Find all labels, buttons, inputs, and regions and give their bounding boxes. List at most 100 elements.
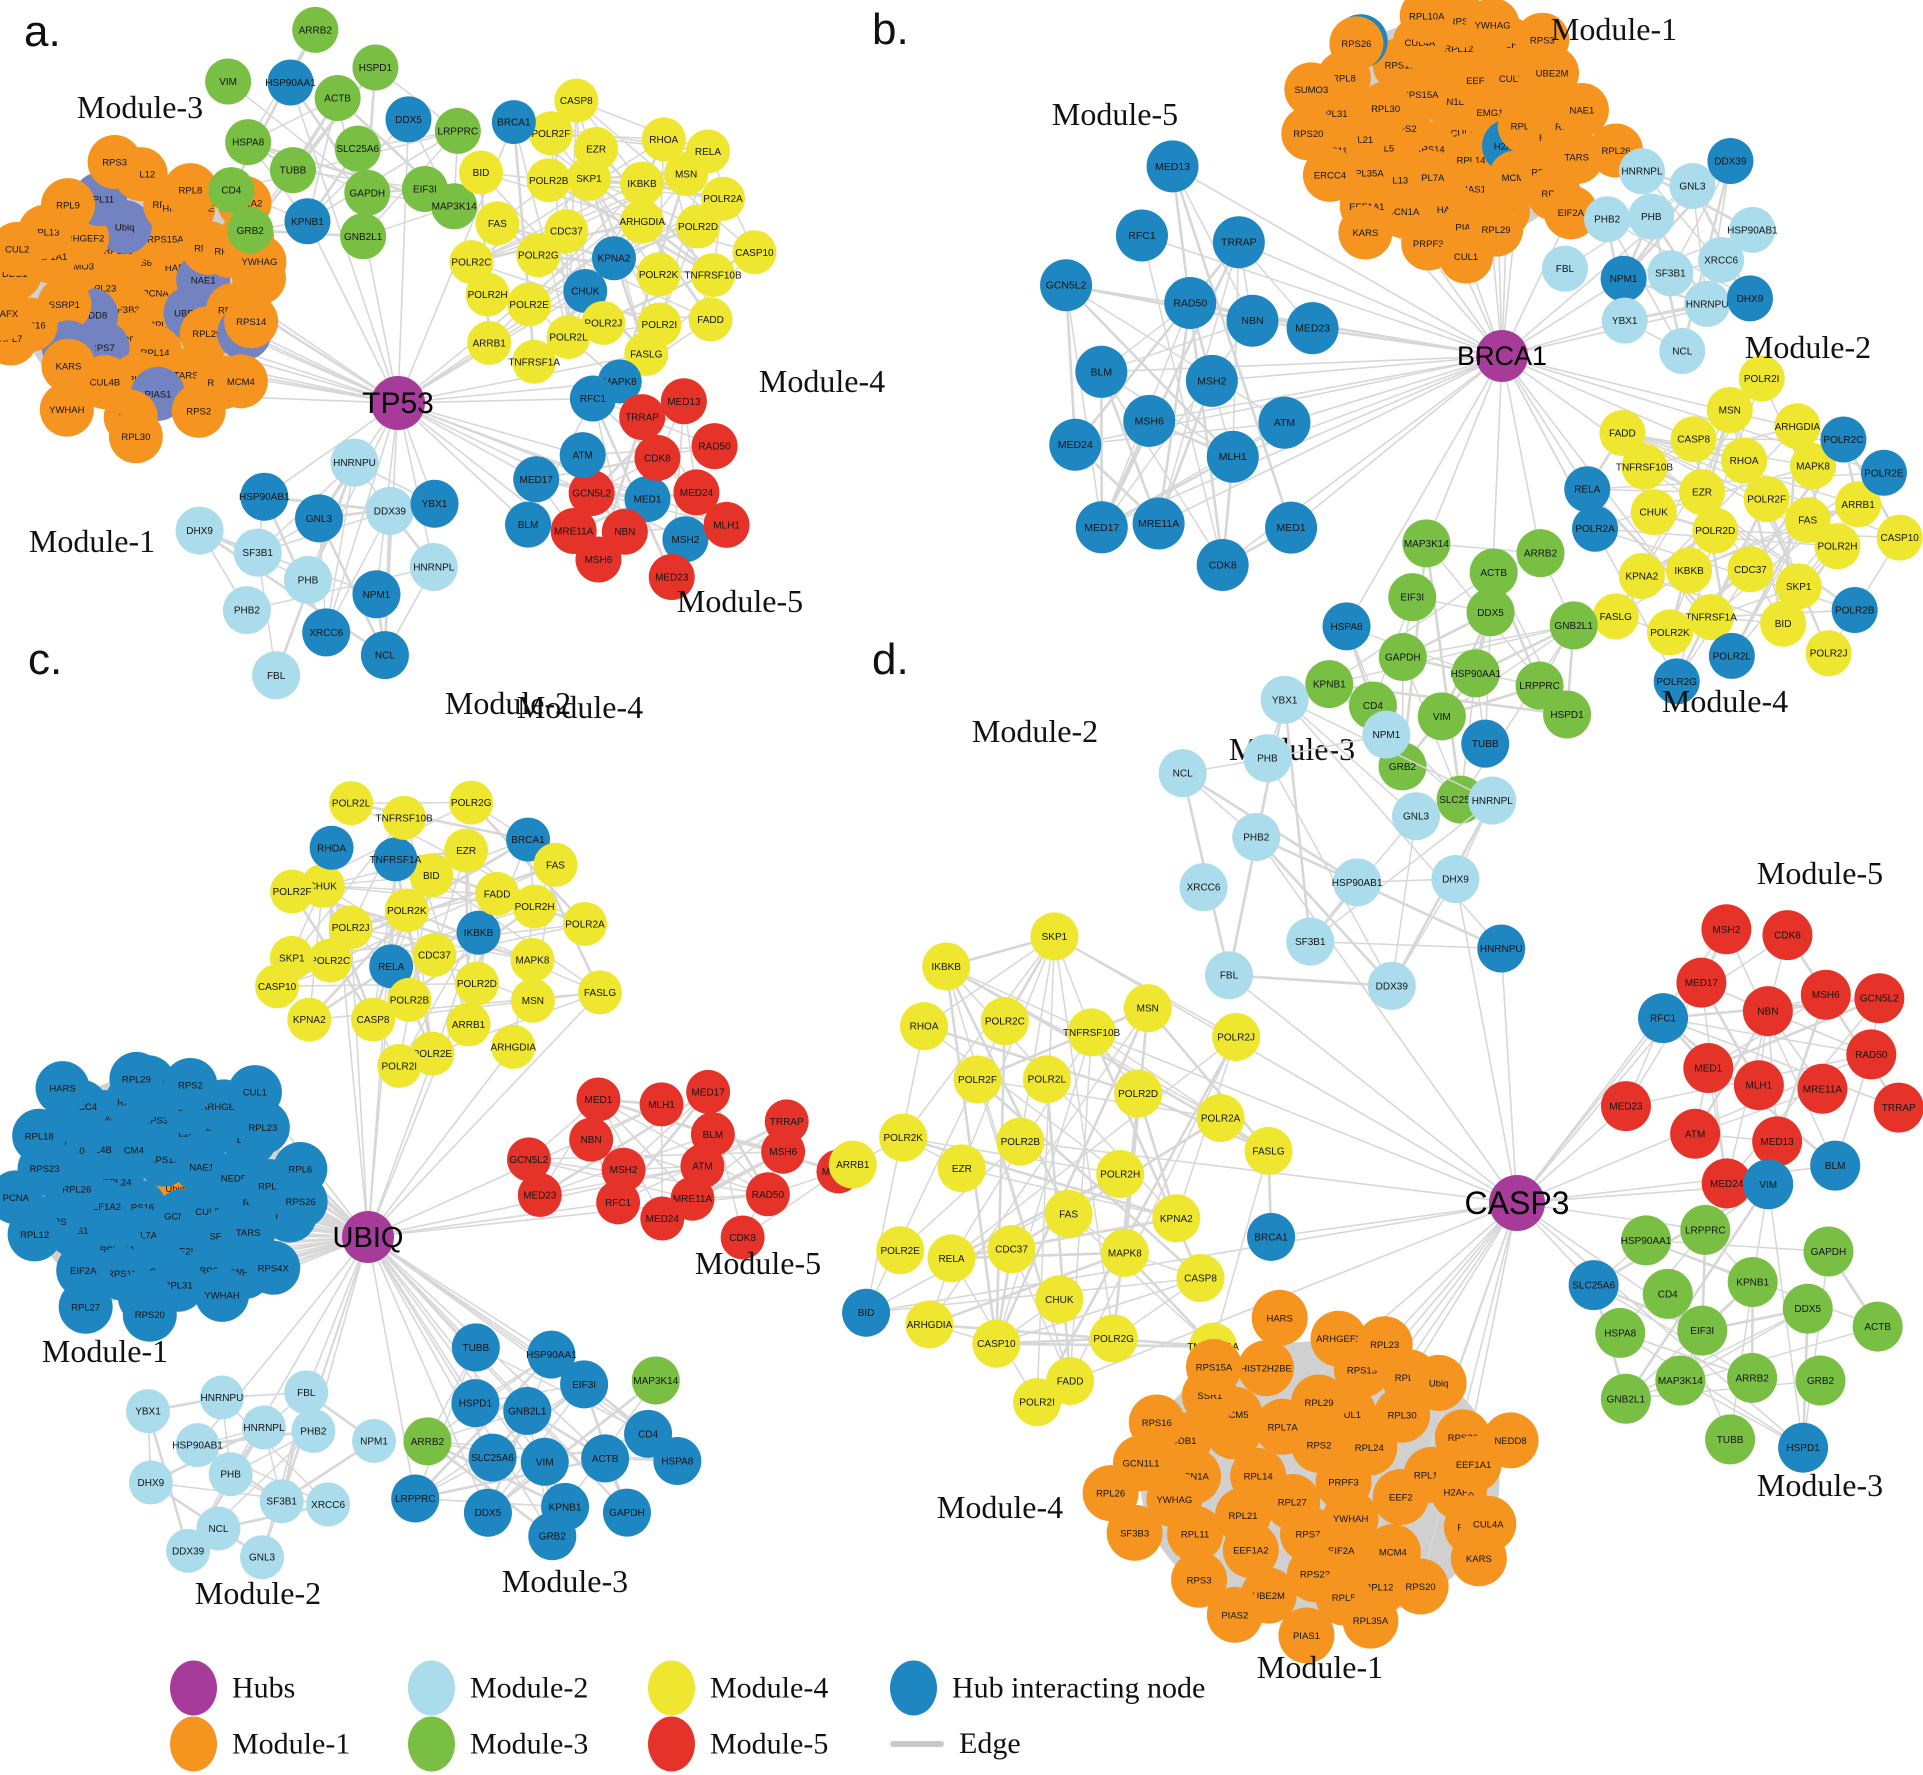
node-circle <box>1388 573 1437 622</box>
node-BLM: BLM <box>1075 345 1128 398</box>
node-HSPD1: HSPD1 <box>1543 690 1592 739</box>
d-module-4: FAS POLR2B POLR2H CDC37 POLR2L MAPK8 EZR POLR2D… <box>828 912 1296 1427</box>
node-circle <box>1281 106 1336 161</box>
hub-edge <box>1270 1202 1518 1238</box>
node-label: TNFRSF10B <box>684 271 742 282</box>
node-label: ARHGEF2 <box>1316 1334 1361 1345</box>
node-label: POLR2F <box>1747 495 1786 506</box>
node-label: MCM5 <box>1221 1410 1249 1421</box>
edge <box>1624 1183 1770 1400</box>
node-label: RPS8 <box>1449 16 1474 27</box>
node-label: RPL10A <box>1409 11 1445 22</box>
node-label: CUL5 <box>1499 74 1523 85</box>
node-circle <box>491 1024 536 1069</box>
node-circle <box>512 884 557 929</box>
node-CASP8: CASP8 <box>1176 1254 1225 1303</box>
node-label: HNRNPU <box>201 1393 244 1404</box>
node-YWHAG: YWHAG <box>1146 1471 1203 1528</box>
node-circle <box>491 100 536 145</box>
node-circle <box>1876 514 1923 561</box>
node-label: KPNA2 <box>1625 571 1658 582</box>
node-circle <box>1584 196 1631 243</box>
node-label: IKBKB <box>627 179 657 190</box>
node-YBX1: YBX1 <box>410 479 459 528</box>
node-label: MED13 <box>1760 1137 1794 1148</box>
node-KARS: KARS <box>41 338 96 393</box>
node-circle <box>634 434 681 481</box>
node-label: RPS2 <box>178 1080 203 1091</box>
node-circle <box>340 213 387 260</box>
node-FADD: FADD <box>1599 410 1646 457</box>
node-circle <box>391 1474 440 1523</box>
node-label: CD4 <box>1658 1289 1678 1300</box>
node-circle <box>0 286 30 341</box>
node-RPL8: RPL8 <box>163 163 218 218</box>
node-label: RFC1 <box>580 394 607 405</box>
node-circle <box>1451 649 1500 698</box>
node-circle <box>927 1234 976 1283</box>
node-HSPD1: HSPD1 <box>451 1379 500 1428</box>
node-KPNB1: KPNB1 <box>284 198 331 245</box>
node-circle <box>1752 1116 1803 1167</box>
node-circle <box>283 555 332 604</box>
node-label: FAS <box>546 860 565 871</box>
node-circle <box>560 1360 609 1409</box>
node-circle <box>1468 776 1517 825</box>
node-circle <box>246 1240 301 1295</box>
node-label: POLR2K <box>387 906 427 917</box>
b-module-2: SF3B1 PHB XRCC6 NPM1 GNL3 HNRNPU PHB2 HSP90AB1 Y… <box>1541 138 1778 374</box>
node-MSN: MSN <box>1123 984 1172 1033</box>
node-RPS3: RPS3 <box>87 134 142 189</box>
node-circle <box>128 1460 173 1505</box>
node-ARHGDIA: ARHGDIA <box>1774 403 1820 450</box>
node-circle <box>1729 206 1776 253</box>
node-circle <box>227 1065 282 1120</box>
node-label: SCN1A <box>1177 1472 1209 1483</box>
hub-edge <box>1345 355 1503 627</box>
panel-d: HSP90AB1 PHB2 GNL3 SF3B1 PHB DHX9 XRCC6 NPM1 DDX… <box>828 635 1923 1685</box>
node-label: YBX1 <box>422 499 448 510</box>
node-label: CHUK <box>1045 1295 1074 1306</box>
edge <box>1100 371 1160 524</box>
node-label: RHOA <box>1730 456 1759 467</box>
node-circle <box>475 871 520 916</box>
node-circle <box>691 253 736 298</box>
node-label: YWHAG <box>1475 20 1511 31</box>
node-NCL: NCL <box>1659 327 1706 374</box>
node-label: NCL <box>1672 346 1692 357</box>
node-label: LRPPRC <box>395 1494 436 1505</box>
node-label: GAPDH <box>1811 1247 1847 1258</box>
node-label: ACTB <box>1480 568 1507 579</box>
node-label: MED24 <box>646 1214 680 1225</box>
node-circle <box>465 272 510 317</box>
node-GNL3: GNL3 <box>1392 792 1441 841</box>
node-label: MED13 <box>1155 161 1190 173</box>
node-label: RPS26 <box>1448 1433 1478 1444</box>
node-label: TUBB <box>1717 1435 1744 1446</box>
edge <box>1646 1239 1829 1253</box>
node-label: POLR2F <box>531 129 570 140</box>
node-label: POLR2F <box>958 1075 997 1086</box>
node-MAPK8: MAPK8 <box>1100 1228 1149 1277</box>
edge <box>1035 1036 1238 1403</box>
node-circle <box>1132 497 1185 550</box>
edge <box>1329 624 1574 685</box>
node-circle <box>660 378 707 425</box>
edge <box>1171 165 1254 322</box>
hub-label: CASP3 <box>1465 1185 1570 1221</box>
node-DDX5: DDX5 <box>1466 588 1515 637</box>
node-FAS: FAS <box>1044 1189 1093 1238</box>
node-circle <box>1679 469 1726 516</box>
node-label: BRCA1 <box>497 118 531 129</box>
node-circle <box>1628 193 1675 240</box>
node-label: GRB2 <box>237 226 265 237</box>
node-label: POLR2D <box>678 222 718 233</box>
node-circle <box>662 516 709 563</box>
node-label: MSH6 <box>585 555 613 566</box>
module-label: Module-1 <box>1257 1649 1383 1685</box>
node-label: RPS15A <box>1196 1362 1233 1373</box>
node-RPL23: RPL23 <box>1356 1316 1413 1373</box>
node-label: PCNA <box>3 1193 30 1204</box>
node-label: RFC1 <box>605 1198 632 1209</box>
node-KPNB1: KPNB1 <box>1727 1256 1778 1307</box>
